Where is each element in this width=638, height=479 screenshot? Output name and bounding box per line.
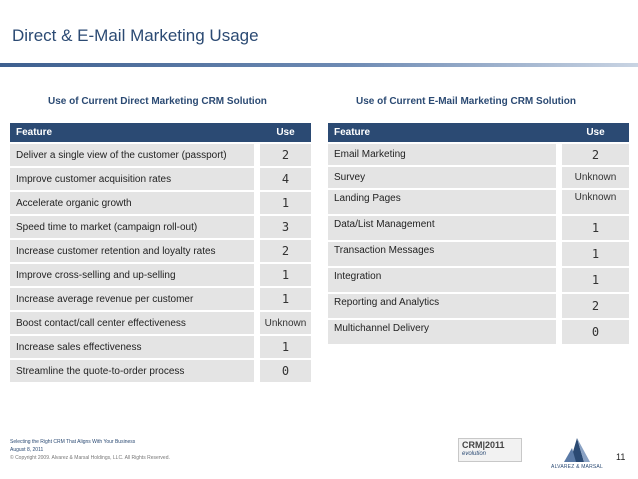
column-separator <box>254 143 260 168</box>
feature-cell: Streamline the quote-to-order process <box>10 359 254 384</box>
column-separator <box>254 215 260 240</box>
column-separator <box>254 263 260 288</box>
logo-wordmark: ALVAREZ & MARSAL <box>551 464 603 470</box>
footer-copyright: © Copyright 2009. Alvarez & Marsal Holdi… <box>10 455 170 461</box>
table-row: Increase average revenue per customer 1 <box>10 287 311 312</box>
email-marketing-table: Feature Use Email Marketing 2 Survey Unk… <box>328 123 629 346</box>
table-row: Landing Pages Unknown <box>328 189 629 216</box>
feature-cell: Improve customer acquisition rates <box>10 167 254 192</box>
crm-evolution-badge: CRM|2011 evolution <box>458 438 522 462</box>
column-separator <box>556 143 562 167</box>
use-cell: 1 <box>260 191 311 216</box>
table-row: Speed time to market (campaign roll-out)… <box>10 215 311 240</box>
feature-cell: Speed time to market (campaign roll-out) <box>10 215 254 240</box>
table-row: Email Marketing 2 <box>328 143 629 167</box>
page-number: 11 <box>616 452 626 462</box>
column-separator <box>556 319 562 346</box>
column-separator <box>254 167 260 192</box>
slide-footer: Selecting the Right CRM That Aligns With… <box>10 438 170 462</box>
feature-cell: Accelerate organic growth <box>10 191 254 216</box>
column-separator <box>254 311 260 336</box>
table-row: Multichannel Delivery 0 <box>328 319 629 346</box>
table-row: Integration 1 <box>328 267 629 294</box>
footer-date: August 8, 2011 <box>10 447 44 453</box>
column-header-feature: Feature <box>10 123 254 144</box>
feature-cell: Increase sales effectiveness <box>10 335 254 360</box>
email-table-heading: Use of Current E-Mail Marketing CRM Solu… <box>356 96 577 107</box>
column-header-feature: Feature <box>328 123 556 144</box>
use-cell: 1 <box>260 287 311 312</box>
column-separator <box>556 293 562 320</box>
column-separator <box>254 239 260 264</box>
feature-cell: Landing Pages <box>328 189 556 216</box>
footer-title: Selecting the Right CRM That Aligns With… <box>10 439 136 445</box>
title-divider <box>0 63 638 67</box>
column-separator <box>254 191 260 216</box>
table-header-row: Feature Use <box>10 123 311 144</box>
table-row: Reporting and Analytics 2 <box>328 293 629 320</box>
column-separator <box>254 123 260 144</box>
use-cell: 1 <box>562 241 629 268</box>
feature-cell: Multichannel Delivery <box>328 319 556 346</box>
column-header-use: Use <box>260 123 311 144</box>
feature-cell: Deliver a single view of the customer (p… <box>10 143 254 168</box>
use-cell: 1 <box>562 267 629 294</box>
table-row: Increase sales effectiveness 1 <box>10 335 311 360</box>
direct-table-heading: Use of Current Direct Marketing CRM Solu… <box>48 96 267 107</box>
feature-cell: Transaction Messages <box>328 241 556 268</box>
badge-sub-label: evolution <box>462 451 487 457</box>
alvarez-marsal-logo: ALVAREZ & MARSAL <box>546 434 608 472</box>
feature-cell: Increase customer retention and loyalty … <box>10 239 254 264</box>
column-header-use: Use <box>562 123 629 144</box>
feature-cell: Data/List Management <box>328 215 556 242</box>
feature-cell: Email Marketing <box>328 143 556 167</box>
use-cell: Unknown <box>562 189 629 216</box>
table-row: Boost contact/call center effectiveness … <box>10 311 311 336</box>
use-cell: 3 <box>260 215 311 240</box>
use-cell: 2 <box>562 293 629 320</box>
table-header-row: Feature Use <box>328 123 629 144</box>
feature-cell: Boost contact/call center effectiveness <box>10 311 254 336</box>
feature-cell: Survey <box>328 166 556 190</box>
feature-cell: Improve cross-selling and up-selling <box>10 263 254 288</box>
table-row: Survey Unknown <box>328 166 629 190</box>
use-cell: 2 <box>260 143 311 168</box>
table-row: Improve customer acquisition rates 4 <box>10 167 311 192</box>
column-separator <box>556 189 562 216</box>
table-row: Deliver a single view of the customer (p… <box>10 143 311 168</box>
table-row: Improve cross-selling and up-selling 1 <box>10 263 311 288</box>
use-cell: 0 <box>260 359 311 384</box>
table-row: Streamline the quote-to-order process 0 <box>10 359 311 384</box>
use-cell: 1 <box>562 215 629 242</box>
column-separator <box>254 335 260 360</box>
feature-cell: Integration <box>328 267 556 294</box>
table-row: Data/List Management 1 <box>328 215 629 242</box>
column-separator <box>556 267 562 294</box>
table-row: Increase customer retention and loyalty … <box>10 239 311 264</box>
feature-cell: Increase average revenue per customer <box>10 287 254 312</box>
table-row: Accelerate organic growth 1 <box>10 191 311 216</box>
use-cell: 2 <box>260 239 311 264</box>
logo-mountain-icon <box>564 438 590 462</box>
use-cell: 2 <box>562 143 629 167</box>
column-separator <box>556 215 562 242</box>
column-separator <box>556 166 562 190</box>
column-separator <box>254 359 260 384</box>
use-cell: 0 <box>562 319 629 346</box>
use-cell: 1 <box>260 263 311 288</box>
use-cell: 1 <box>260 335 311 360</box>
column-separator <box>556 241 562 268</box>
badge-crm-label: CRM|2011 <box>462 440 505 450</box>
use-cell: 4 <box>260 167 311 192</box>
column-separator <box>556 123 562 144</box>
table-row: Transaction Messages 1 <box>328 241 629 268</box>
column-separator <box>254 287 260 312</box>
feature-cell: Reporting and Analytics <box>328 293 556 320</box>
use-cell: Unknown <box>260 311 311 336</box>
slide-title: Direct & E-Mail Marketing Usage <box>12 26 259 45</box>
direct-marketing-table: Feature Use Deliver a single view of the… <box>10 123 311 384</box>
use-cell: Unknown <box>562 166 629 190</box>
